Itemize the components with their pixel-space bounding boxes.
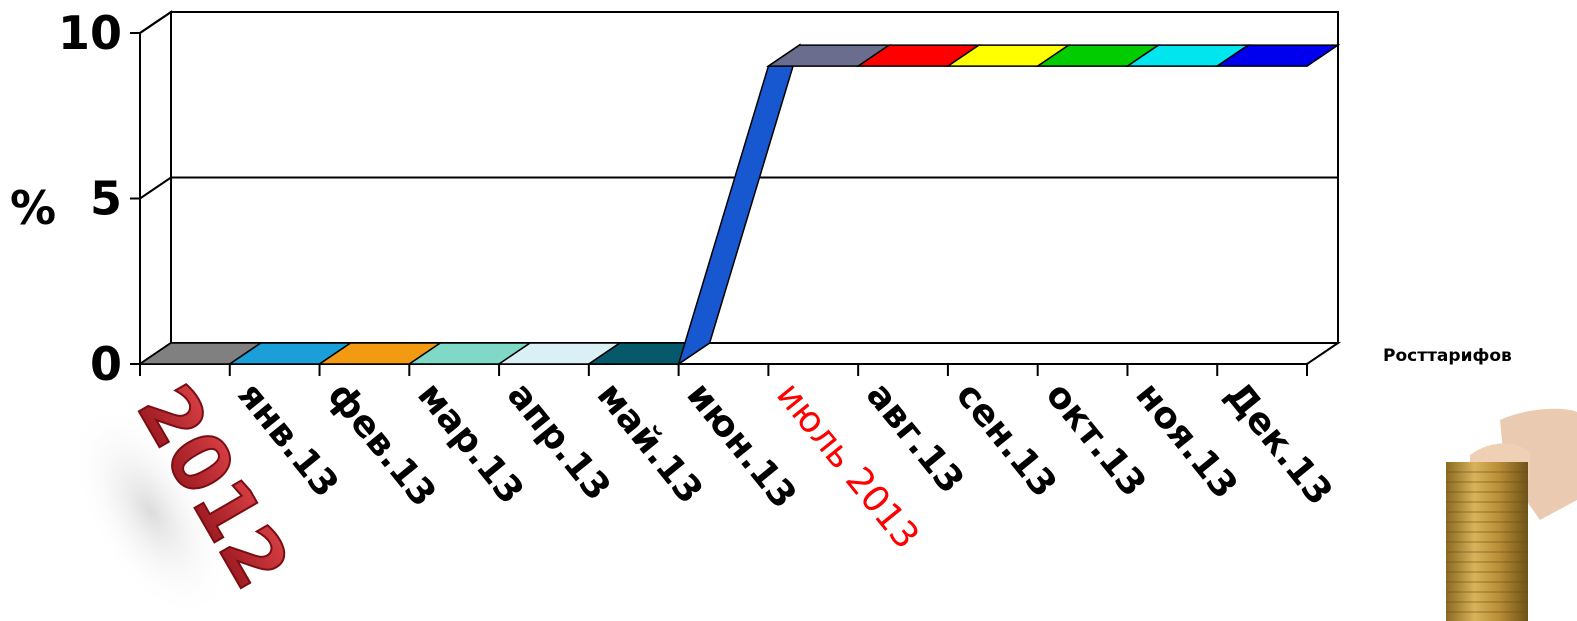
legend-entry: Росттарифов [1383,346,1512,366]
y-axis-label: % [10,181,56,235]
y-tick-label: 10 [58,6,122,60]
y-tick-labels: 0 5 10 [58,6,122,391]
y-axis [130,32,141,365]
series-segment [1214,44,1341,67]
gridline-side [139,176,172,200]
gridline-side [139,11,172,34]
y-tick-label: 5 [90,172,122,226]
series-росттарифов [137,43,1341,366]
x-axis [139,363,1308,376]
x-tick-label: Дек.13 [1217,375,1340,513]
coin-stack-image [1438,408,1577,621]
y-tick-label: 0 [90,337,122,391]
x-tick-labels: 2012янв.13фев.13мар.13апр.13май.13июн.13… [70,369,1340,620]
